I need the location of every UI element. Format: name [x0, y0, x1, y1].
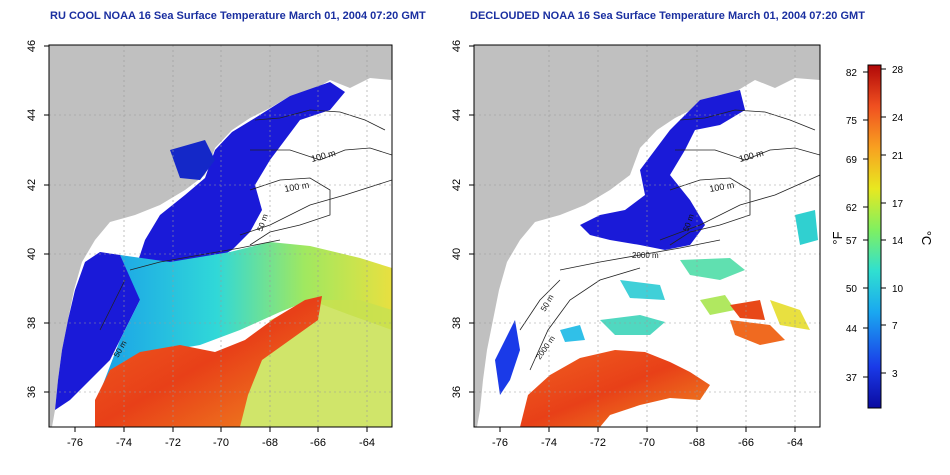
colorbar-celsius-tick: 14 — [892, 236, 904, 247]
right-x-tick-label: -72 — [590, 437, 606, 449]
colorbar-fahrenheit-tick: 62 — [846, 203, 858, 214]
left-land — [49, 45, 392, 427]
right-mid-patches — [560, 210, 818, 342]
left-cold-water — [55, 82, 345, 410]
colorbar: 82 75 69 62 57 50 44 37 28 24 21 17 14 1… — [830, 64, 934, 409]
colorbar-celsius-tick: 7 — [892, 321, 898, 332]
right-grid — [474, 45, 820, 427]
right-warm-patch-1 — [730, 300, 765, 320]
right-warm-water — [520, 350, 710, 427]
left-mid-water — [100, 242, 392, 392]
colorbar-fahrenheit-tick: 57 — [846, 236, 858, 247]
left-x-tick-label: -64 — [359, 437, 375, 449]
right-warm-patch-2 — [730, 320, 785, 345]
right-contour-label-4: 2000 m — [632, 251, 659, 260]
left-x-tick-label: -66 — [310, 437, 326, 449]
colorbar-celsius-label: °C — [919, 231, 934, 246]
colorbar-fahrenheit-tick: 50 — [846, 284, 858, 295]
right-x-tick-label: -76 — [492, 437, 508, 449]
right-x-tick-label: -74 — [541, 437, 557, 449]
right-map: 100 m 100 m 50 m 2000 m 50 m 2000 m — [451, 40, 821, 449]
left-contours — [99, 109, 392, 331]
colorbar-fahrenheit-label: °F — [830, 231, 845, 244]
colorbar-fahrenheit-tick: 37 — [846, 373, 858, 384]
colorbar-fahrenheit-tick: 75 — [846, 116, 858, 127]
right-y-tick-label: 40 — [451, 248, 463, 260]
colorbar-fahrenheit-tick: 69 — [846, 155, 858, 166]
right-y-tick-label: 42 — [451, 179, 463, 191]
right-land — [474, 45, 820, 427]
left-grid — [49, 45, 392, 427]
left-y-tick-label: 40 — [26, 248, 38, 260]
left-map: 100 m 100 m 50 m 50 m — [26, 40, 393, 449]
left-y-tick-label: 38 — [26, 317, 38, 329]
left-y-tick-label: 46 — [26, 40, 38, 52]
right-y-tick-label: 46 — [451, 40, 463, 52]
right-contours — [519, 109, 820, 371]
left-x-tick-label: -68 — [262, 437, 278, 449]
right-x-tick-label: -66 — [738, 437, 754, 449]
right-x-tick-label: -70 — [639, 437, 655, 449]
left-cold-patch — [170, 140, 215, 180]
colorbar-celsius-tick: 21 — [892, 151, 904, 162]
colorbar-celsius-tick: 3 — [892, 369, 898, 380]
left-x-tick-label: -74 — [116, 437, 132, 449]
right-cold-water — [580, 90, 745, 250]
right-y-tick-label: 38 — [451, 317, 463, 329]
colorbar-celsius-tick: 24 — [892, 113, 904, 124]
colorbar-scale — [867, 64, 882, 409]
left-x-tick-label: -70 — [213, 437, 229, 449]
colorbar-fahrenheit-tick: 44 — [846, 324, 858, 335]
left-y-tick-label: 42 — [26, 179, 38, 191]
left-y-tick-label: 36 — [26, 386, 38, 398]
left-contour-label-2: 100 m — [284, 180, 310, 194]
right-contour-label-2: 100 m — [709, 180, 735, 194]
left-x-tick-label: -76 — [67, 437, 83, 449]
right-x-tick-label: -68 — [689, 437, 705, 449]
right-x-tick-label: -64 — [787, 437, 803, 449]
colorbar-celsius-tick: 28 — [892, 65, 904, 76]
right-y-tick-label: 44 — [451, 109, 463, 121]
left-warm-water — [95, 296, 322, 427]
panel-left-title: RU COOL NOAA 16 Sea Surface Temperature … — [50, 10, 426, 22]
colorbar-celsius-tick: 10 — [892, 284, 904, 295]
right-cold-patch — [495, 320, 520, 395]
colorbar-fahrenheit-tick: 82 — [846, 68, 858, 79]
panel-right-title: DECLOUDED NOAA 16 Sea Surface Temperatur… — [470, 10, 865, 22]
right-y-tick-label: 36 — [451, 386, 463, 398]
colorbar-celsius-tick: 17 — [892, 199, 904, 210]
left-y-tick-label: 44 — [26, 109, 38, 121]
left-x-tick-label: -72 — [165, 437, 181, 449]
